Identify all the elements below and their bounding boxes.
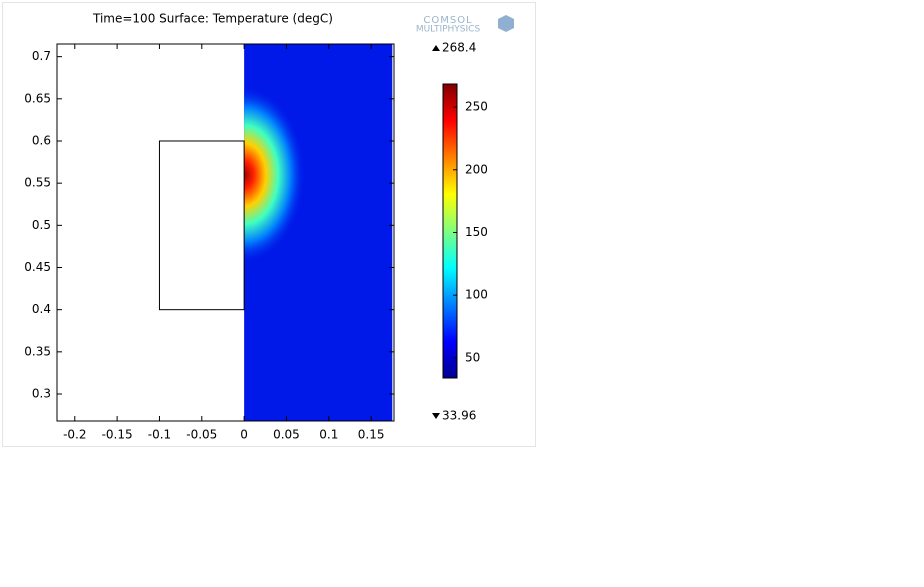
colorbar-tick-label: 250: [465, 100, 488, 114]
logo-text: MULTIPHYSICS: [416, 25, 481, 35]
x-tick-label: -0.05: [186, 428, 217, 442]
min-marker: [432, 413, 440, 419]
plot-frame: [56, 43, 395, 422]
x-tick-label: 0.15: [358, 428, 385, 442]
y-tick-label: 0.55: [24, 176, 51, 190]
colorbar-tick-label: 100: [465, 288, 488, 302]
colorbar-tick-label: 150: [465, 225, 488, 239]
min-label: 33.96: [442, 409, 476, 423]
colorbar-tick-label: 50: [465, 350, 480, 364]
y-tick-label: 0.7: [32, 49, 51, 63]
x-tick-label: 0.05: [273, 428, 300, 442]
x-tick-label: -0.15: [102, 428, 133, 442]
y-tick-label: 0.35: [24, 344, 51, 358]
y-tick-label: 0.4: [32, 302, 51, 316]
x-tick-label: -0.2: [63, 428, 86, 442]
y-tick-label: 0.65: [24, 91, 51, 105]
y-tick-label: 0.45: [24, 260, 51, 274]
chart-title: Time=100 Surface: Temperature (degC): [92, 12, 333, 26]
colorbar-tick-label: 200: [465, 162, 488, 176]
x-tick-label: 0: [240, 428, 248, 442]
y-tick-label: 0.5: [32, 218, 51, 232]
x-tick-label: 0.1: [319, 428, 338, 442]
block: [158, 140, 245, 311]
logo-icon: [498, 15, 514, 32]
hotspot: [244, 84, 307, 265]
x-tick-label: -0.1: [148, 428, 171, 442]
colorbar: [442, 83, 458, 379]
y-tick-label: 0.6: [32, 133, 51, 147]
max-label: 268.4: [442, 41, 476, 55]
y-tick-label: 0.3: [32, 387, 51, 401]
logo-text: COMSOL: [423, 15, 472, 26]
max-marker: [432, 45, 440, 51]
